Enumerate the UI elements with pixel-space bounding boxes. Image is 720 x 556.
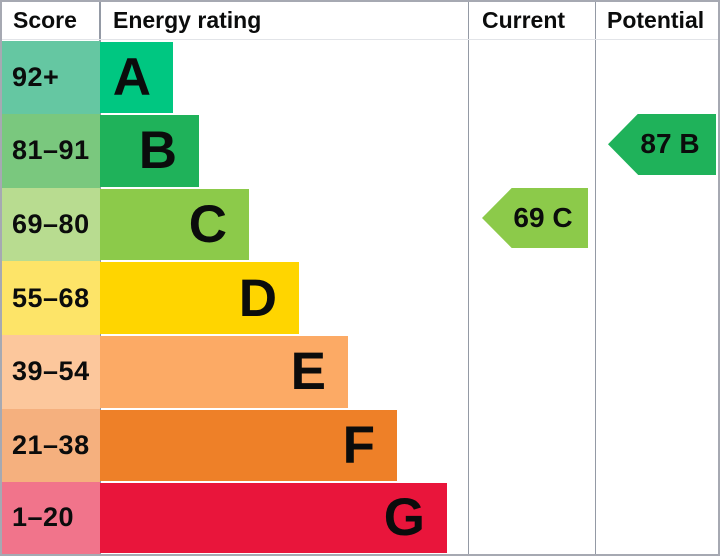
rating-bar-e: E	[100, 336, 348, 408]
header-underline	[0, 38, 720, 41]
header-score: Score	[13, 6, 77, 33]
header-current: Current	[482, 6, 566, 33]
score-range-c: 69–80	[0, 187, 100, 261]
band-row-g: 1–20 G	[0, 482, 468, 554]
rating-letter-d: D	[238, 268, 277, 328]
rating-letter-c: C	[188, 194, 227, 254]
score-range-f: 21–38	[0, 408, 100, 482]
rating-letter-f: F	[342, 415, 375, 475]
score-range-d: 55–68	[0, 261, 100, 335]
score-range-e: 39–54	[0, 335, 100, 409]
header-potential: Potential	[607, 6, 705, 33]
current-rating-arrow: 69 C	[482, 188, 588, 248]
rating-letter-e: E	[290, 342, 326, 402]
divider-current-potential	[594, 0, 597, 554]
divider-rating-current	[467, 0, 470, 554]
band-row-b: 81–91 B	[0, 114, 468, 188]
band-row-c: 69–80 C	[0, 187, 468, 261]
band-row-e: 39–54 E	[0, 335, 468, 409]
score-range-g: 1–20	[0, 482, 100, 554]
band-row-a: 92+ A	[0, 40, 468, 114]
rating-bar-a: A	[100, 41, 173, 113]
rating-bar-c: C	[100, 188, 249, 260]
rating-bar-g: G	[100, 483, 447, 553]
potential-rating-label: 87 B	[640, 128, 700, 160]
band-row-f: 21–38 F	[0, 408, 468, 482]
rating-letter-g: G	[383, 488, 425, 548]
header-energy-rating: Energy rating	[113, 6, 262, 33]
score-range-b: 81–91	[0, 114, 100, 188]
score-range-a: 92+	[0, 40, 100, 114]
rating-bar-d: D	[100, 262, 299, 334]
band-row-d: 55–68 D	[0, 261, 468, 335]
rating-letter-a: A	[112, 47, 151, 107]
rating-bar-b: B	[100, 115, 199, 187]
rating-bar-f: F	[100, 409, 397, 481]
rating-letter-b: B	[138, 121, 177, 181]
potential-rating-arrow: 87 B	[608, 113, 716, 175]
current-rating-label: 69 C	[513, 202, 573, 233]
